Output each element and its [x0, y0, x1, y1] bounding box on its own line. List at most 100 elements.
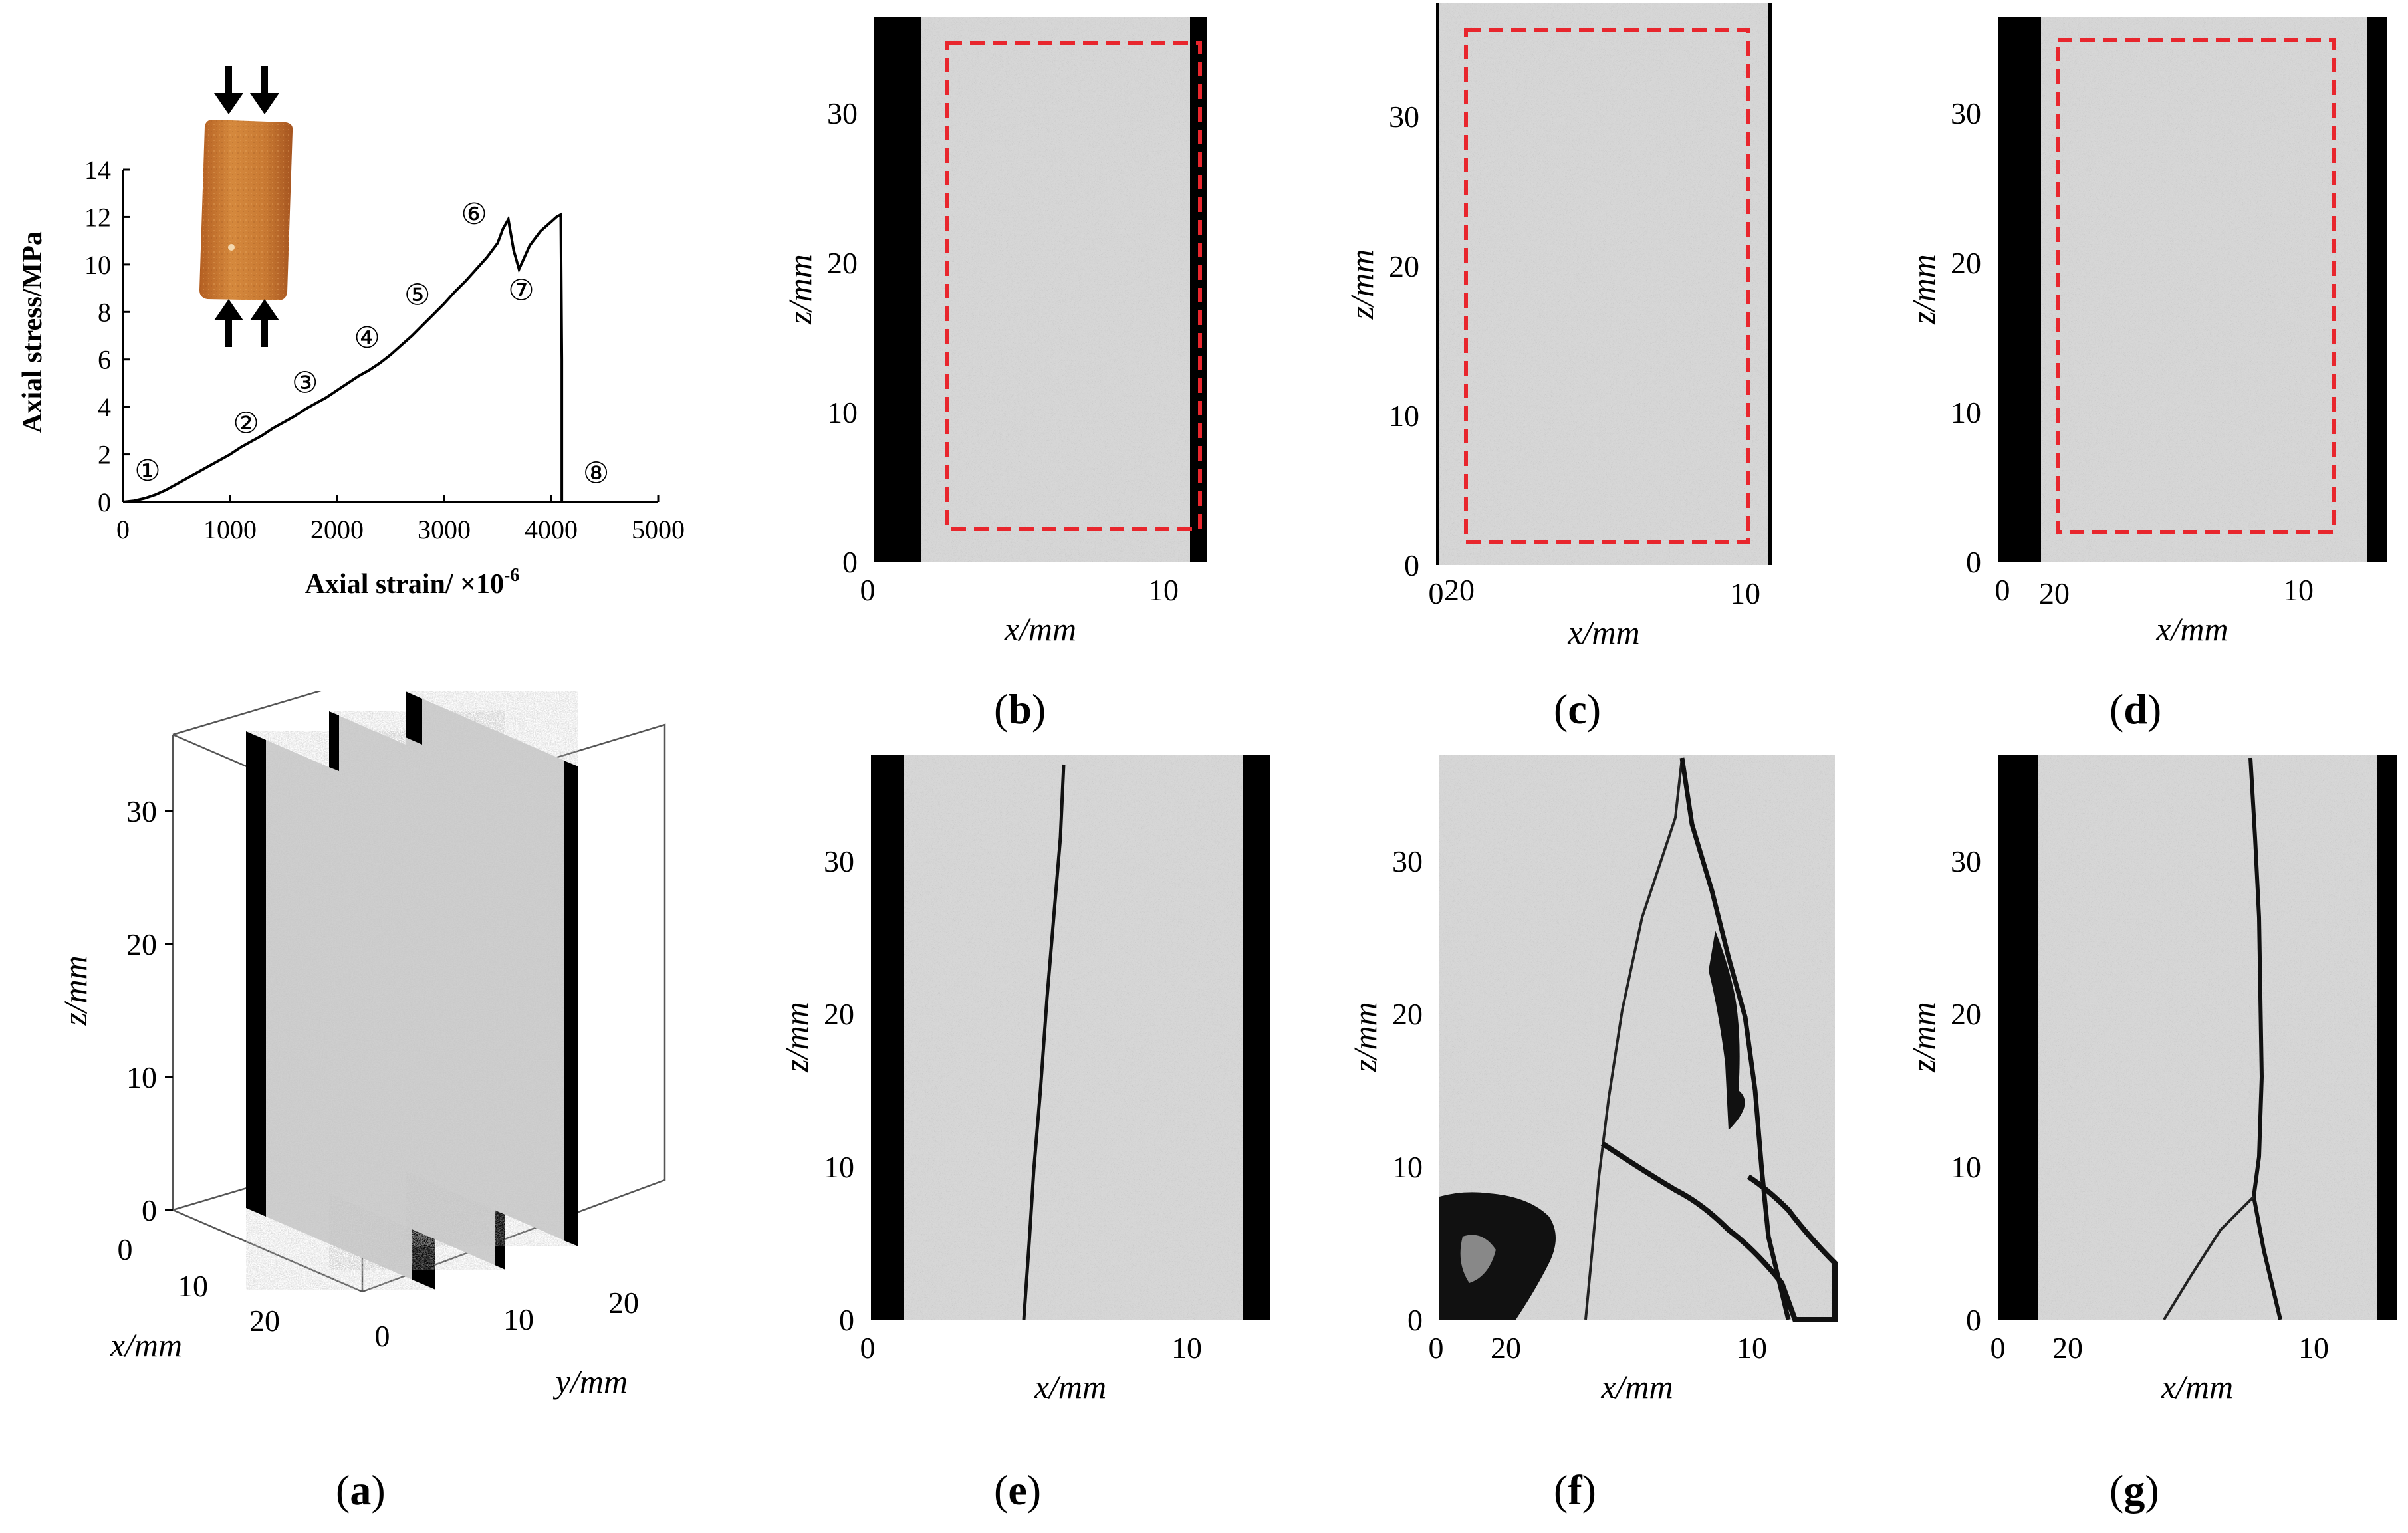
y-tick-label: 0	[98, 487, 111, 517]
ct-background	[1998, 755, 2397, 1320]
z-tick-label: 20	[1951, 246, 1981, 280]
z-tick-label: 10	[1951, 396, 1981, 429]
stage-marker: ②	[233, 407, 259, 439]
caption-b: (b)	[994, 685, 1046, 733]
z-axis-label: z/mm	[781, 254, 818, 325]
3d-y-axis-label: y/mm	[552, 1363, 628, 1400]
y-tick-label: 2	[98, 440, 111, 470]
x-tick-label: 10	[2283, 573, 2314, 607]
specimen-speckle	[2038, 755, 2377, 1320]
specimen-section	[1439, 3, 1768, 565]
caption-a: (a)	[336, 1467, 386, 1514]
crack-path	[1584, 757, 1683, 1320]
caption-c-letter: c	[1568, 685, 1587, 733]
y-tick-label: 6	[98, 345, 111, 375]
specimen-section	[921, 17, 1190, 562]
y-tick-label: 10	[84, 250, 111, 280]
specimen-speckle	[1439, 755, 1835, 1320]
specimen-texture	[921, 17, 1190, 562]
z-tick-label: 0	[839, 1303, 854, 1337]
specimen-texture	[2038, 755, 2377, 1320]
z-tick-label: 30	[1389, 100, 1419, 134]
stage-marker: ⑤	[404, 279, 430, 312]
z-tick-label: 20	[1389, 249, 1419, 283]
z-tick-label: 0	[1966, 1303, 1981, 1337]
x-tick-label: 10	[1171, 1331, 1202, 1365]
x-tick-label: 20	[2052, 1331, 2083, 1365]
z-tick-label: 10	[1392, 1150, 1423, 1184]
3d-y-ticks: 0 10 20	[375, 1286, 640, 1353]
z-tick-label: 20	[824, 997, 854, 1031]
ct-background	[1439, 755, 1835, 1320]
3d-axis-ticks	[165, 810, 173, 1211]
y-tick-label: 4	[98, 392, 111, 422]
x-tick-label: 2000	[310, 515, 364, 544]
x-axis-label: x/mm	[1600, 1368, 1673, 1405]
caption-e-letter: e	[1008, 1467, 1027, 1514]
chart-ticks: 0 1000 2000 3000 4000 5000 0 2 4 6 8 10 12 14	[84, 155, 685, 544]
y-tick-label: 14	[84, 155, 111, 185]
x-axis-label: x/mm	[2155, 610, 2228, 648]
z-axis-label: z/mm	[1905, 254, 1942, 325]
x-tick-label: 0	[860, 573, 876, 607]
x-tick-label: 20	[1444, 573, 1475, 607]
z-tick-label: 0	[842, 545, 858, 579]
ct-panel-e: 0 10 20 30 0 10 20 x/mm z/mm	[778, 755, 1521, 1405]
z-tick-label: 30	[824, 844, 854, 878]
3d-y-tick: 0	[375, 1319, 390, 1353]
specimen-section	[2041, 17, 2367, 562]
3d-z-tick: 20	[126, 927, 157, 961]
specimen-texture	[2041, 17, 2367, 562]
x-tick-label: 3000	[418, 515, 471, 544]
z-tick-label: 10	[824, 1150, 854, 1184]
x-tick-label: 0	[860, 1331, 876, 1365]
y-tick-label: 8	[98, 297, 111, 327]
y-tick-label: 12	[84, 202, 111, 232]
z-tick-label: 20	[1392, 997, 1423, 1031]
x-tick-label: 0	[1429, 576, 1444, 610]
stage-markers: ① ② ③ ④⑤ ⑥ ⑦ ⑧	[134, 198, 609, 489]
load-arrows-top-icon	[214, 66, 279, 114]
damaged-zone-fragment	[1460, 1235, 1496, 1283]
crack-branch	[1600, 1141, 1838, 1322]
crack-branch	[2163, 1195, 2255, 1321]
caption-c: (c)	[1554, 685, 1602, 733]
caption-e: (e)	[994, 1467, 1042, 1514]
z-tick-label: 30	[827, 96, 858, 130]
3d-y-tick: 10	[503, 1302, 534, 1336]
stage-marker: ⑦	[508, 274, 534, 306]
x-tick-label: 20	[2039, 576, 2070, 610]
x-tick-label: 5000	[632, 515, 685, 544]
caption-f-letter: f	[1568, 1467, 1582, 1514]
rock-specimen-image	[199, 120, 293, 300]
ct-background	[1998, 17, 2387, 562]
3d-slice-3	[406, 691, 578, 1246]
ct-background	[1436, 3, 1772, 565]
specimen-texture	[1439, 755, 1835, 1320]
3d-x-tick: 10	[178, 1269, 208, 1303]
damaged-zone	[1439, 1192, 1556, 1320]
crack-path	[1022, 764, 1066, 1320]
crack-path	[2248, 757, 2282, 1320]
stage-marker: ⑥	[461, 198, 487, 231]
z-tick-label: 10	[827, 396, 858, 429]
x-tick-label: 0	[116, 515, 130, 544]
chart-axes	[122, 170, 658, 503]
stress-strain-chart: 0 1000 2000 3000 4000 5000 0 2 4 6 8 10 12 14 ① ② ③ ④⑤ ⑥ ⑦…	[17, 66, 685, 600]
x-tick-label: 1000	[203, 515, 257, 544]
ct-background	[871, 755, 1270, 1320]
z-tick-label: 30	[1951, 96, 1981, 130]
x-tick-label: 0	[1990, 1331, 2006, 1365]
caption-f: (f)	[1554, 1467, 1596, 1514]
x-axis-label: Axial strain/ ×10-6	[305, 565, 520, 600]
z-tick-label: 20	[1951, 997, 1981, 1031]
3d-z-ticks: 0 10 20 30	[126, 794, 157, 1227]
x-axis-label: x/mm	[1004, 610, 1076, 648]
specimen-speckle	[2041, 17, 2367, 562]
ct-panel-f: 0 10 20 30 0 10 20 x/mm z/mm	[1346, 755, 2083, 1405]
3d-x-tick: 20	[249, 1304, 280, 1338]
x-axis-label: x/mm	[1567, 614, 1639, 651]
3d-z-tick: 0	[142, 1193, 157, 1227]
z-tick-label: 0	[1407, 1303, 1423, 1337]
roi-dashed-box	[2056, 38, 2336, 534]
